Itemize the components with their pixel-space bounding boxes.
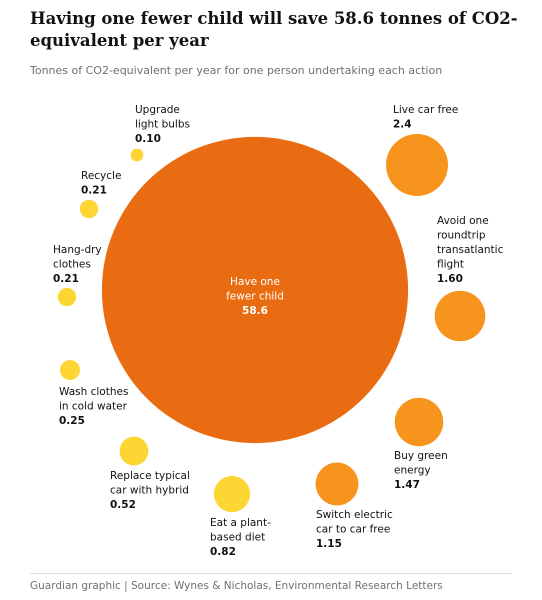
bubble-label: Avoid one [437,215,489,227]
bubble-label: Eat a plant- [210,517,271,529]
bubble [57,287,77,307]
value-label: 58.6 [242,305,268,317]
bubble-label: based diet [210,532,265,544]
value-label: 0.21 [81,185,107,197]
value-label: 0.21 [53,273,79,285]
value-label: 0.82 [210,546,236,558]
value-label: 0.25 [59,415,85,427]
bubble-label: clothes [53,259,91,271]
value-label: 1.47 [394,479,420,491]
bubble [315,462,359,506]
value-label: 0.10 [135,133,161,145]
bubble [101,136,409,444]
bubble [386,134,448,196]
bubble-label: roundtrip [437,230,486,242]
value-label: 0.52 [110,499,136,511]
bubble [394,397,444,447]
bubble-label: Replace typical [110,470,190,482]
bubble-label: Have one [230,276,280,288]
bubble [79,199,99,219]
bubble-label: Live car free [393,104,458,116]
chart-subtitle: Tonnes of CO2-equivalent per year for on… [30,64,443,77]
bubble [60,360,80,380]
bubble-label: transatlantic [437,244,504,256]
bubble [130,148,144,162]
bubble-label: Recycle [81,170,121,182]
bubble-label: energy [394,465,431,477]
bubble-label: flight [437,259,464,271]
bubble-label: Switch electric [316,509,393,521]
bubble [119,436,149,466]
bubble-label: car with hybrid [110,485,189,497]
divider [30,573,512,574]
bubble-label: fewer child [226,291,284,303]
bubble-label: Buy green [394,450,448,462]
value-label: 1.15 [316,538,342,550]
bubble-label: Upgrade [135,104,180,116]
bubble-label: car to car free [316,524,390,536]
bubble-label: Wash clothes [59,386,128,398]
bubble-label: in cold water [59,401,128,413]
value-label: 1.60 [437,273,463,285]
bubble [434,290,486,342]
bubble [213,475,251,513]
chart-title: Having one fewer child will save 58.6 to… [30,9,518,50]
source-note: Guardian graphic | Source: Wynes & Nicho… [30,580,443,592]
bubble-label: Hang-dry [53,244,102,256]
chart: Have one fewer child 58.6 Upgrade light bulb… [53,104,504,558]
value-label: 2.4 [393,119,412,131]
bubble-label: light bulbs [135,119,190,131]
